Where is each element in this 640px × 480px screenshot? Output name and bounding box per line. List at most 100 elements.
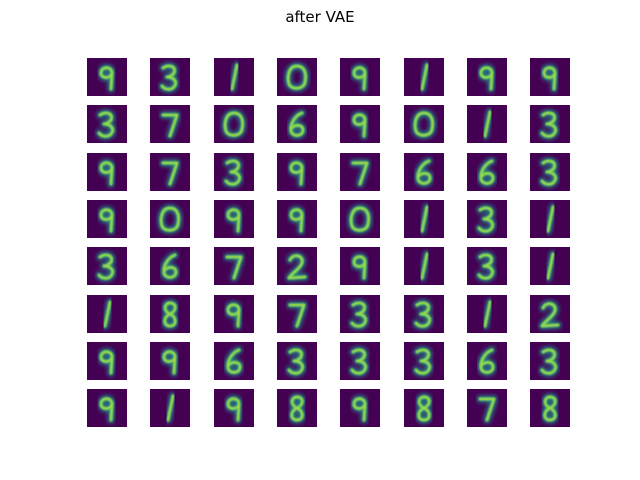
- digit-tile: [467, 200, 507, 238]
- digit-image: [214, 342, 254, 380]
- digit-tile: [340, 153, 380, 191]
- digit-image: [150, 295, 190, 333]
- digit-image: [404, 105, 444, 143]
- digit-tile: [214, 58, 254, 96]
- digit-tile: [467, 153, 507, 191]
- digit-image: [214, 247, 254, 285]
- digit-image: [530, 153, 570, 191]
- digit-image: [467, 247, 507, 285]
- digit-image: [87, 200, 127, 238]
- digit-tile: [150, 58, 190, 96]
- digit-image: [277, 105, 317, 143]
- digit-image: [404, 389, 444, 427]
- digit-image: [87, 58, 127, 96]
- digit-image: [277, 153, 317, 191]
- digit-image: [404, 295, 444, 333]
- digit-tile: [214, 247, 254, 285]
- digit-tile: [340, 389, 380, 427]
- digit-image: [87, 342, 127, 380]
- digit-image: [214, 295, 254, 333]
- digit-image: [150, 58, 190, 96]
- digit-tile: [404, 105, 444, 143]
- digit-image: [467, 200, 507, 238]
- digit-tile: [530, 153, 570, 191]
- digit-image: [340, 105, 380, 143]
- digit-image: [530, 105, 570, 143]
- figure-title: after VAE: [285, 8, 355, 26]
- digit-image: [467, 342, 507, 380]
- digit-tile: [214, 342, 254, 380]
- digit-image: [404, 153, 444, 191]
- digit-image: [467, 295, 507, 333]
- digit-tile: [87, 247, 127, 285]
- digit-tile: [340, 247, 380, 285]
- digit-image: [214, 105, 254, 143]
- digit-tile: [530, 200, 570, 238]
- digit-image: [277, 342, 317, 380]
- digit-image: [467, 153, 507, 191]
- digit-tile: [467, 247, 507, 285]
- digit-image: [467, 58, 507, 96]
- digit-image: [150, 153, 190, 191]
- digit-image: [340, 389, 380, 427]
- digit-tile: [530, 58, 570, 96]
- digit-tile: [277, 389, 317, 427]
- digit-tile: [404, 58, 444, 96]
- digit-image: [214, 200, 254, 238]
- digit-tile: [87, 200, 127, 238]
- digit-tile: [404, 295, 444, 333]
- digit-image: [404, 247, 444, 285]
- digit-image: [87, 389, 127, 427]
- digit-tile: [530, 247, 570, 285]
- digit-image: [87, 105, 127, 143]
- digit-tile: [530, 295, 570, 333]
- digit-tile: [214, 200, 254, 238]
- digit-tile: [467, 58, 507, 96]
- digit-tile: [404, 389, 444, 427]
- digit-image: [277, 200, 317, 238]
- digit-image: [87, 247, 127, 285]
- digit-tile: [150, 105, 190, 143]
- digit-tile: [404, 247, 444, 285]
- digit-image: [404, 58, 444, 96]
- digit-image: [150, 200, 190, 238]
- digit-image: [340, 153, 380, 191]
- digit-image: [340, 295, 380, 333]
- digit-image: [277, 389, 317, 427]
- digit-tile: [404, 342, 444, 380]
- digit-tile: [467, 342, 507, 380]
- digit-tile: [150, 389, 190, 427]
- digit-image: [214, 389, 254, 427]
- digit-image: [277, 58, 317, 96]
- digit-tile: [87, 342, 127, 380]
- digit-image: [340, 58, 380, 96]
- digit-tile: [530, 342, 570, 380]
- digit-image: [87, 295, 127, 333]
- digit-tile: [214, 389, 254, 427]
- digit-tile: [530, 389, 570, 427]
- digit-tile: [87, 389, 127, 427]
- digit-tile: [87, 153, 127, 191]
- digit-tile: [87, 295, 127, 333]
- digit-image: [214, 58, 254, 96]
- digit-tile: [467, 295, 507, 333]
- digit-image: [530, 200, 570, 238]
- digit-tile: [150, 247, 190, 285]
- digit-tile: [214, 295, 254, 333]
- digit-image: [530, 295, 570, 333]
- digit-image: [150, 389, 190, 427]
- digit-image: [404, 342, 444, 380]
- digit-image: [87, 153, 127, 191]
- digit-tile: [277, 247, 317, 285]
- digit-tile: [150, 200, 190, 238]
- digit-tile: [214, 153, 254, 191]
- digit-image: [340, 247, 380, 285]
- digit-tile: [277, 295, 317, 333]
- digit-image: [214, 153, 254, 191]
- digit-tile: [404, 200, 444, 238]
- digit-image: [150, 105, 190, 143]
- digit-tile: [340, 58, 380, 96]
- digit-tile: [150, 295, 190, 333]
- digit-image: [467, 105, 507, 143]
